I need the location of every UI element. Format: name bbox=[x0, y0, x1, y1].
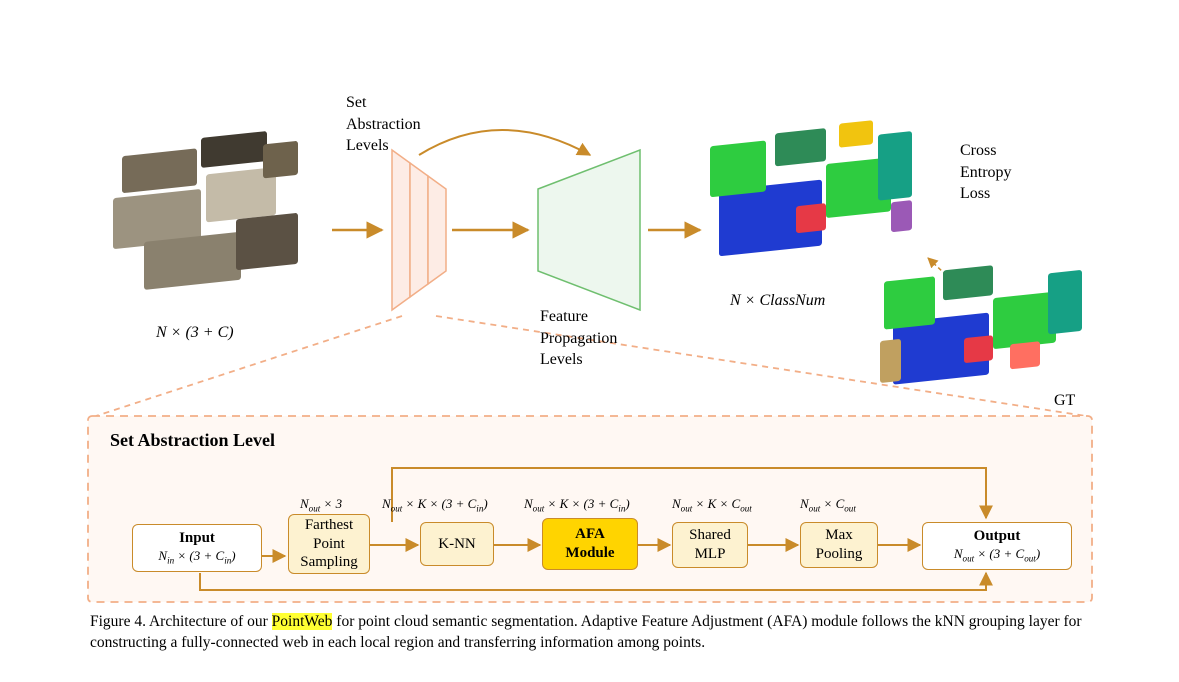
output-box: Output Nout × (3 + Cout) bbox=[922, 522, 1072, 570]
sa-levels-label: Set Abstraction Levels bbox=[346, 92, 421, 157]
pred-dim-label: N × ClassNum bbox=[730, 290, 825, 312]
dim-afa: Nout × K × (3 + Cin) bbox=[524, 496, 630, 514]
afa-box: AFA Module bbox=[542, 518, 638, 570]
lower-panel-title: Set Abstraction Level bbox=[110, 430, 275, 451]
pred-pointcloud bbox=[710, 109, 925, 282]
gt-pointcloud bbox=[880, 249, 1090, 411]
caption-highlight: PointWeb bbox=[272, 613, 333, 630]
fps-box: Farthest Point Sampling bbox=[288, 514, 370, 574]
figure-canvas: N × (3 + C) Set Abstraction Levels Featu… bbox=[0, 0, 1179, 682]
fp-levels-label: Feature Propagation Levels bbox=[540, 306, 617, 371]
skip-arrow bbox=[419, 130, 590, 155]
caption-prefix: Figure 4. Architecture of our bbox=[90, 613, 272, 630]
input-box-title: Input bbox=[179, 529, 215, 548]
dim-mlp: Nout × K × Cout bbox=[672, 496, 752, 514]
dashed-left bbox=[96, 316, 402, 416]
mlp-box: Shared MLP bbox=[672, 522, 748, 568]
sa-block bbox=[392, 150, 446, 310]
output-box-dim: Nout × (3 + Cout) bbox=[954, 546, 1040, 565]
dim-fps: Nout × 3 bbox=[300, 496, 342, 514]
figure-caption: Figure 4. Architecture of our PointWeb f… bbox=[90, 611, 1089, 654]
dim-pool: Nout × Cout bbox=[800, 496, 856, 514]
input-box-dim: Nin × (3 + Cin) bbox=[158, 548, 235, 567]
fp-block bbox=[538, 150, 640, 310]
output-box-title: Output bbox=[974, 527, 1021, 546]
input-dim-label: N × (3 + C) bbox=[156, 322, 234, 344]
dim-knn: Nout × K × (3 + Cin) bbox=[382, 496, 488, 514]
gt-label: GT bbox=[1054, 390, 1075, 412]
input-box: Input Nin × (3 + Cin) bbox=[132, 524, 262, 572]
knn-box: K-NN bbox=[420, 522, 494, 566]
pool-box: Max Pooling bbox=[800, 522, 878, 568]
input-pointcloud bbox=[100, 118, 320, 311]
loss-label: Cross Entropy Loss bbox=[960, 140, 1012, 205]
